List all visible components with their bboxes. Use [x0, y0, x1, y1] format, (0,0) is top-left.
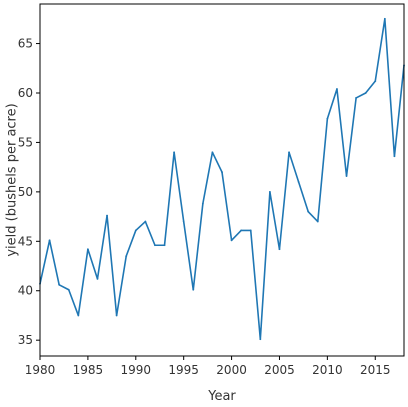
y-tick-label-50: 50 — [18, 185, 33, 199]
data-point-2011 — [336, 88, 338, 90]
x-tick-label-2010: 2010 — [312, 363, 343, 377]
data-point-1992 — [154, 244, 156, 247]
data-point-1990 — [134, 229, 137, 232]
y-axis-ticks: 35 40 45 50 55 60 65 — [18, 37, 40, 347]
data-point-2008 — [307, 210, 310, 213]
data-point-1988 — [115, 314, 118, 317]
x-axis-label: Year — [207, 389, 236, 404]
data-point-2013 — [355, 97, 358, 99]
data-point-2014 — [364, 92, 367, 94]
x-tick-label-2005: 2005 — [264, 363, 295, 377]
data-point-1989 — [125, 255, 128, 258]
y-tick-label-55: 55 — [18, 135, 33, 149]
x-tick-label-1990: 1990 — [121, 363, 152, 377]
y-tick-label-35: 35 — [18, 333, 33, 347]
x-tick-label-1980: 1980 — [25, 363, 56, 377]
data-point-2010 — [326, 117, 329, 120]
data-point-1982 — [58, 283, 61, 286]
data-point-1984 — [77, 314, 80, 317]
y-axis-label: yield (bushels per acre) — [5, 103, 20, 256]
data-point-1995 — [182, 220, 185, 223]
data-point-1991 — [144, 220, 147, 223]
x-tick-label-1985: 1985 — [73, 363, 104, 377]
data-point-2005 — [278, 248, 281, 251]
data-point-2002 — [249, 229, 252, 232]
x-tick-label-1995: 1995 — [168, 363, 199, 377]
data-point-1996 — [192, 288, 195, 291]
data-point-2007 — [297, 181, 300, 183]
plot-frame — [39, 3, 405, 357]
data-point-1985 — [86, 248, 89, 251]
data-point-1983 — [67, 288, 70, 291]
y-tick-label-60: 60 — [18, 86, 33, 100]
data-points — [39, 17, 405, 341]
data-point-2004 — [268, 190, 271, 193]
y-tick-label-65: 65 — [18, 37, 33, 51]
data-point-2000 — [230, 239, 233, 242]
data-point-2006 — [288, 151, 290, 154]
data-point-2009 — [316, 220, 319, 223]
data-point-2001 — [240, 229, 243, 232]
data-point-1987 — [106, 214, 108, 217]
x-tick-label-2000: 2000 — [216, 363, 247, 377]
data-point-2015 — [374, 80, 377, 83]
y-tick-label-45: 45 — [18, 234, 33, 248]
data-point-1998 — [211, 151, 214, 154]
y-tick-label-40: 40 — [18, 284, 33, 298]
data-point-1997 — [201, 202, 204, 205]
data-point-2017 — [393, 155, 396, 158]
yield-line — [39, 18, 405, 340]
x-tick-label-2015: 2015 — [360, 363, 391, 377]
data-point-1993 — [163, 244, 166, 247]
data-point-1986 — [96, 277, 99, 280]
data-point-1994 — [173, 151, 176, 154]
data-point-2016 — [383, 17, 386, 20]
data-point-2003 — [259, 338, 262, 341]
x-axis-ticks: 1980 1985 1990 1995 2000 2005 2010 2015 — [25, 356, 391, 377]
data-point-1999 — [221, 171, 223, 173]
data-point-1981 — [48, 239, 51, 242]
data-point-2012 — [345, 175, 348, 177]
